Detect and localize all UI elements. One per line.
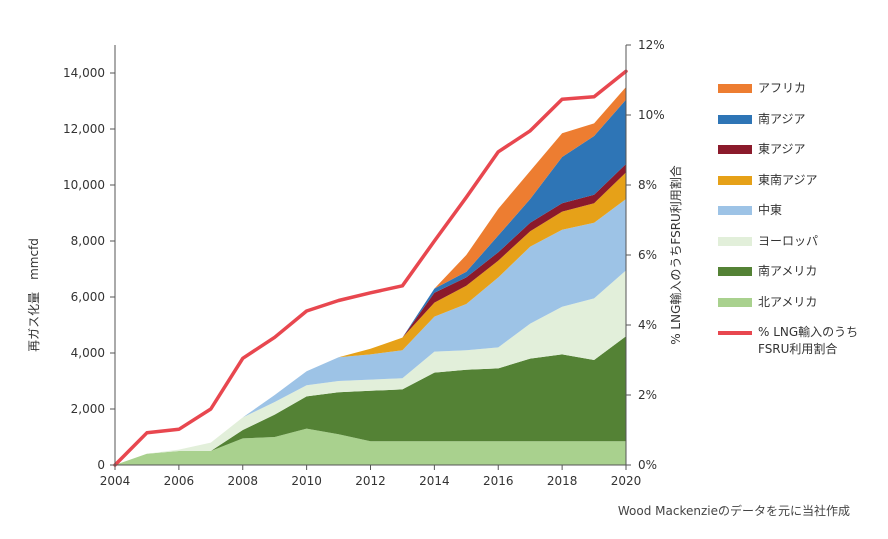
left-axis-title: 再ガス化量 mmcfd	[27, 238, 41, 352]
left-tick-label: 0	[97, 458, 105, 472]
right-tick-label: 10%	[638, 108, 665, 122]
legend-label: 東アジア	[758, 142, 806, 156]
x-tick-label: 2016	[483, 474, 514, 488]
area-2-南アメリカ	[115, 336, 626, 465]
stacked-area-layer	[115, 87, 626, 465]
legend-swatch	[718, 145, 752, 154]
x-tick-label: 2014	[419, 474, 450, 488]
left-tick-label: 10,000	[63, 178, 105, 192]
legend-label: 南アメリカ	[758, 264, 818, 278]
legend-item: % LNG輸入のうち FSRU利用割合	[718, 324, 888, 356]
legend-label: % LNG輸入のうち FSRU利用割合	[758, 325, 859, 356]
legend-swatch	[718, 206, 752, 215]
left-tick-label: 4,000	[71, 346, 105, 360]
legend-swatch	[718, 331, 752, 335]
legend-item: アフリカ	[718, 80, 888, 111]
x-tick-label: 2006	[164, 474, 195, 488]
x-tick-label: 2004	[100, 474, 131, 488]
legend-label: 南アジア	[758, 111, 806, 126]
right-tick-label: 6%	[638, 248, 657, 262]
legend-label: 中東	[758, 203, 783, 217]
x-tick-label: 2018	[547, 474, 578, 488]
legend-swatch	[718, 84, 752, 93]
right-tick-label: 2%	[638, 388, 657, 402]
legend-label: アフリカ	[758, 81, 807, 95]
x-tick-label: 2012	[355, 474, 386, 488]
legend-item: ヨーロッパ	[718, 233, 888, 264]
legend-label: ヨーロッパ	[758, 233, 819, 248]
legend-label: 東南アジア	[758, 172, 818, 187]
fsru-share-line	[113, 69, 628, 467]
legend-item: 東アジア	[718, 141, 888, 172]
left-tick-label: 6,000	[71, 290, 105, 304]
legend-swatch	[718, 114, 752, 124]
legend-swatch	[718, 297, 752, 307]
legend-label: 北アメリカ	[758, 294, 818, 309]
legend-item: 東南アジア	[718, 172, 888, 203]
right-tick-label: 0%	[638, 458, 657, 472]
right-axis-title: % LNG輸入のうちFSRU利用割合	[668, 165, 683, 345]
left-tick-label: 8,000	[71, 234, 105, 248]
legend-item: 中東	[718, 202, 888, 233]
legend-item: 南アジア	[718, 111, 888, 142]
legend-swatch	[718, 267, 752, 276]
legend: アフリカ南アジア東アジア東南アジア中東ヨーロッパ南アメリカ北アメリカ % LNG輸…	[718, 80, 888, 356]
left-tick-label: 2,000	[71, 402, 105, 416]
x-tick-label: 2008	[227, 474, 258, 488]
legend-swatch	[718, 236, 752, 246]
left-tick-label: 14,000	[63, 66, 105, 80]
percentage-line-layer	[113, 69, 628, 467]
legend-item: 北アメリカ	[718, 294, 888, 325]
axes-layer: 0 2,000 4,000 6,000 8,000 10,000 12,000 14,000 0…	[63, 38, 665, 488]
left-tick-label: 12,000	[63, 122, 105, 136]
right-tick-label: 12%	[638, 38, 665, 52]
x-tick-label: 2010	[291, 474, 322, 488]
area-1-北アメリカ	[115, 428, 626, 465]
x-tick-label: 2020	[611, 474, 642, 488]
legend-item: 南アメリカ	[718, 263, 888, 294]
legend-swatch	[718, 175, 752, 185]
right-tick-label: 8%	[638, 178, 657, 192]
right-tick-label: 4%	[638, 318, 657, 332]
source-note: Wood Mackenzieのデータを元に当社作成	[617, 504, 850, 518]
